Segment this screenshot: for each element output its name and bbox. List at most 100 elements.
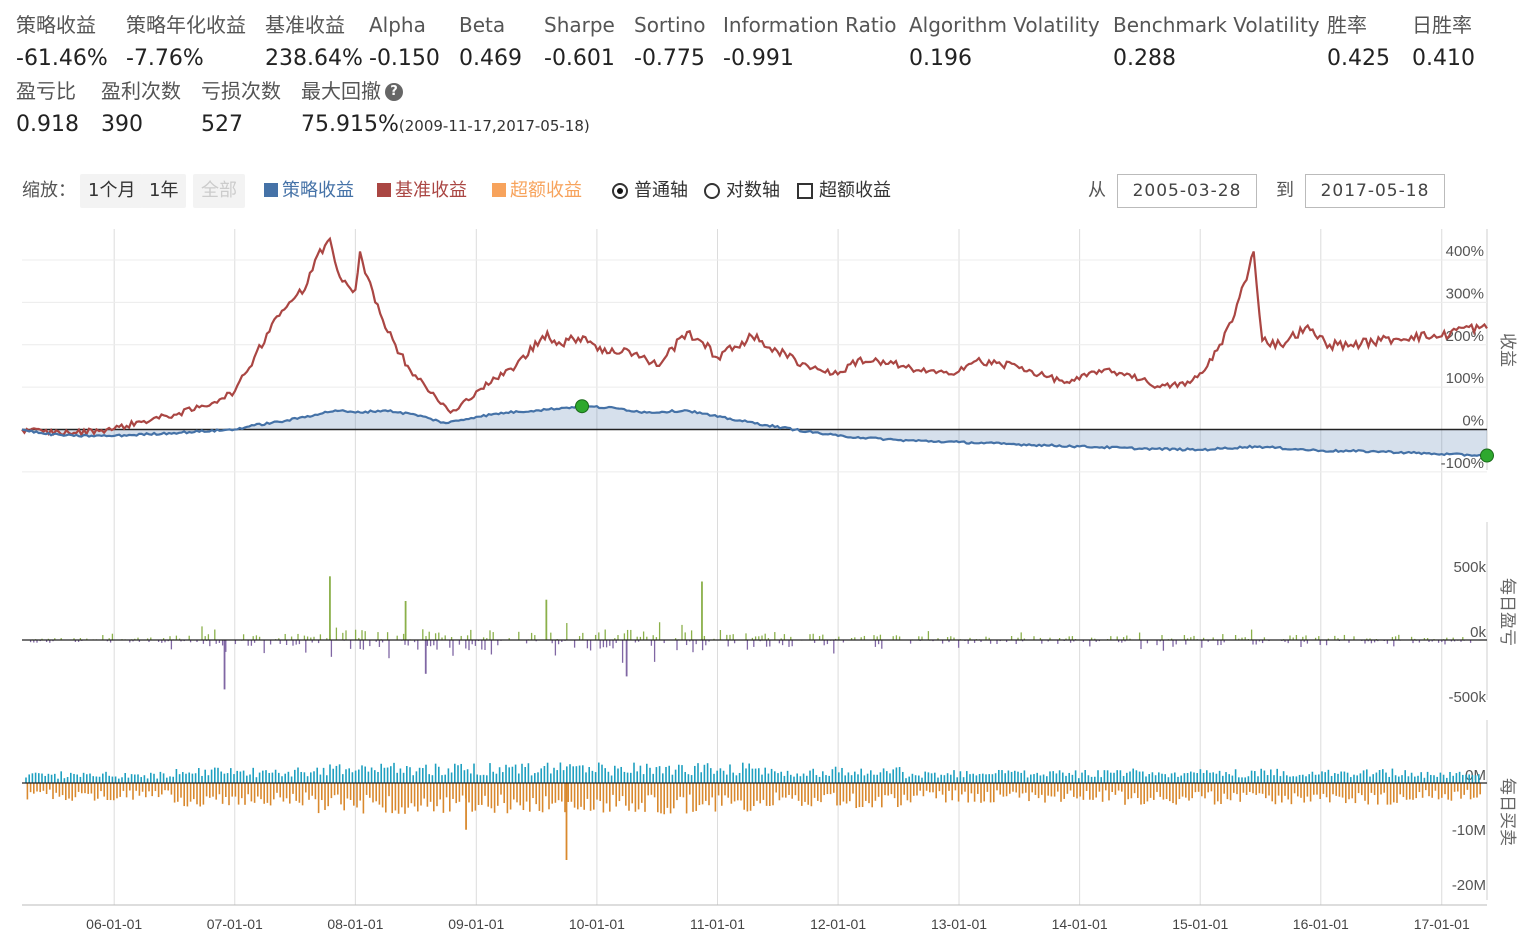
metric-label: 最大回撤? <box>301 76 590 110</box>
metric-value: 527 <box>201 112 243 137</box>
x-tick-label: 14-01-01 <box>1052 916 1108 932</box>
axis-normal-option[interactable]: 普通轴 <box>612 174 688 208</box>
metric-value: 0.410 <box>1412 46 1475 71</box>
radio-selected-icon <box>612 183 628 199</box>
zoom-1-year-button[interactable]: 1年 <box>141 174 187 208</box>
x-tick-label: 15-01-01 <box>1172 916 1228 932</box>
metric-sharpe: Sharpe -0.601 <box>544 10 615 74</box>
daily-pnl-bars <box>29 622 1481 663</box>
x-tick-label: 08-01-01 <box>327 916 383 932</box>
metric-value: 0.469 <box>459 46 522 71</box>
metric-label: 胜率 <box>1327 13 1367 37</box>
metric-value: 0.918 <box>16 112 79 137</box>
metric-value: -0.991 <box>723 46 794 71</box>
excess-return-checkbox[interactable]: 超额收益 <box>797 174 891 208</box>
metric-value: -61.46% <box>16 46 108 71</box>
metrics-row-1: 策略收益 -61.46% 策略年化收益 -7.76% 基准收益 238.64% … <box>16 10 1516 92</box>
x-tick-label: 06-01-01 <box>86 916 142 932</box>
legend-label: 超额收益 <box>510 180 582 201</box>
metric-annual-return: 策略年化收益 -7.76% <box>126 10 246 74</box>
axis-log-option[interactable]: 对数轴 <box>704 174 780 208</box>
metric-information-ratio: Information Ratio -0.991 <box>723 10 896 74</box>
metric-label: Sharpe <box>544 13 615 37</box>
metric-beta: Beta 0.469 <box>459 10 522 74</box>
x-tick-label: 11-01-01 <box>690 916 745 932</box>
metrics-row-2: 盈亏比 0.918 盈利次数 390 亏损次数 527 最大回撤? 75.915… <box>16 76 1516 158</box>
y-tick-label: 500k <box>1453 559 1486 576</box>
metric-label: 亏损次数 <box>201 79 281 103</box>
y-tick-label: 300% <box>1446 285 1484 302</box>
checkbox-icon <box>797 183 813 199</box>
metric-value: 238.64% <box>265 46 363 71</box>
strategy-line <box>21 404 1488 458</box>
zoom-all-button[interactable]: 全部 <box>193 174 245 208</box>
metric-alpha: Alpha -0.150 <box>369 10 440 74</box>
metric-label: Algorithm Volatility <box>909 13 1100 37</box>
from-date-input[interactable]: 2005-03-28 <box>1117 174 1257 208</box>
legend-swatch <box>492 183 506 197</box>
metric-strategy-return: 策略收益 -61.46% <box>16 10 108 74</box>
legend-benchmark-return[interactable]: 基准收益 <box>377 174 467 208</box>
legend-swatch <box>377 183 391 197</box>
metric-value: 0.288 <box>1113 46 1176 71</box>
legend-label: 基准收益 <box>395 180 467 201</box>
metric-label: 日胜率 <box>1412 13 1472 37</box>
drawdown-marker <box>575 399 590 414</box>
y-tick-label: -500k <box>1448 689 1486 706</box>
drawdown-period: (2009-11-17,2017-05-18) <box>398 117 590 135</box>
help-icon[interactable]: ? <box>385 83 403 101</box>
metric-benchmark-volatility: Benchmark Volatility 0.288 <box>1113 10 1320 74</box>
x-tick-label: 17-01-01 <box>1414 916 1470 932</box>
y-tick-label: -20M <box>1452 877 1486 894</box>
metric-label: 基准收益 <box>265 13 345 37</box>
metric-value: 0.196 <box>909 46 972 71</box>
metric-loss-count: 亏损次数 527 <box>201 76 281 140</box>
metric-profit-loss-ratio: 盈亏比 0.918 <box>16 76 79 140</box>
metric-label: Benchmark Volatility <box>1113 13 1320 37</box>
metric-algorithm-volatility: Algorithm Volatility 0.196 <box>909 10 1100 74</box>
legend-swatch <box>264 183 278 197</box>
from-label: 从 <box>1088 180 1106 201</box>
metric-max-drawdown: 最大回撤? 75.915%(2009-11-17,2017-05-18) <box>301 76 590 141</box>
to-date-input[interactable]: 2017-05-18 <box>1305 174 1445 208</box>
drawdown-marker <box>1480 448 1494 463</box>
zoom-1-month-button[interactable]: 1个月 <box>80 174 144 208</box>
y-tick-label: -100% <box>1441 455 1484 472</box>
y-axis-label: 收益 <box>1497 333 1517 367</box>
metric-label: Information Ratio <box>723 13 897 37</box>
zoom-label: 缩放： <box>22 180 76 201</box>
x-tick-label: 07-01-01 <box>207 916 263 932</box>
x-tick-label: 16-01-01 <box>1293 916 1349 932</box>
y-tick-label: 100% <box>1446 370 1484 387</box>
legend-excess-return[interactable]: 超额收益 <box>492 174 582 208</box>
metric-label: 策略收益 <box>16 13 96 37</box>
to-label: 到 <box>1276 180 1294 201</box>
metric-label: 策略年化收益 <box>126 13 246 37</box>
daily-trade-bars <box>25 762 1481 815</box>
metrics-panel: 策略收益 -61.46% 策略年化收益 -7.76% 基准收益 238.64% … <box>16 10 1516 158</box>
legend-strategy-return[interactable]: 策略收益 <box>264 174 354 208</box>
metric-value: 0.425 <box>1327 46 1390 71</box>
metric-value-text: 75.915% <box>301 112 399 137</box>
axis-log-label: 对数轴 <box>726 180 780 201</box>
metric-label-text: 最大回撤 <box>301 79 381 103</box>
metric-value: -0.601 <box>544 46 615 71</box>
metric-benchmark-return: 基准收益 238.64% <box>265 10 363 74</box>
legend-label: 策略收益 <box>282 180 354 201</box>
x-tick-label: 10-01-01 <box>569 916 625 932</box>
metric-value: -7.76% <box>126 46 204 71</box>
y-tick-label: 400% <box>1446 243 1484 260</box>
metric-label: Alpha <box>369 13 426 37</box>
metric-sortino: Sortino -0.775 <box>634 10 705 74</box>
excess-checkbox-label: 超额收益 <box>819 180 891 201</box>
metric-label: Sortino <box>634 13 706 37</box>
radio-empty-icon <box>704 183 720 199</box>
metric-value: 75.915%(2009-11-17,2017-05-18) <box>301 110 590 141</box>
metric-value: 390 <box>101 112 143 137</box>
chart-toolbar: 缩放： 1个月 1年 全部 策略收益 基准收益 超额收益 普通轴 对数轴 超额收… <box>22 174 1452 210</box>
x-tick-label: 09-01-01 <box>448 916 504 932</box>
metric-daily-win-rate: 日胜率 0.410 <box>1412 10 1475 74</box>
metric-value: -0.775 <box>634 46 705 71</box>
metric-value: -0.150 <box>369 46 440 71</box>
x-tick-label: 12-01-01 <box>810 916 866 932</box>
